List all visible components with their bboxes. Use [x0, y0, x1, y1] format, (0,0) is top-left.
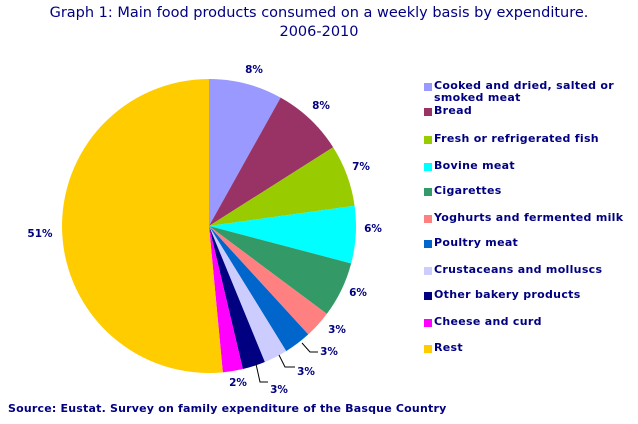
- pie-slice-other-bakery-products: [209, 226, 265, 370]
- pie-slice-rest: [62, 79, 223, 374]
- legend-item: Bread: [424, 105, 638, 117]
- data-label: 6%: [349, 287, 367, 299]
- data-label: 2%: [229, 377, 247, 389]
- legend-swatch: [424, 267, 432, 275]
- legend-item: Bovine meat: [424, 160, 638, 172]
- legend-label: Cigarettes: [434, 184, 502, 197]
- pie-slice-poultry-meat: [209, 226, 309, 352]
- legend-item: Other bakery products: [424, 289, 638, 301]
- legend-label: Cheese and curd: [434, 315, 542, 328]
- legend-swatch: [424, 292, 432, 300]
- legend-item: Rest: [424, 342, 638, 354]
- legend-item: Cigarettes: [424, 185, 638, 197]
- data-label: 3%: [297, 366, 315, 378]
- data-label: 3%: [328, 324, 346, 336]
- legend-swatch: [424, 319, 432, 327]
- legend-label: Yoghurts and fermented milk: [434, 211, 624, 224]
- legend-swatch: [424, 345, 432, 353]
- legend-swatch: [424, 83, 432, 91]
- pie-slice-crustaceans-and-molluscs: [209, 226, 287, 362]
- legend-label: Poultry meat: [434, 236, 519, 249]
- legend-swatch: [424, 163, 432, 171]
- chart-title: Graph 1: Main food products consumed on …: [0, 4, 638, 42]
- data-label: 7%: [352, 161, 370, 173]
- leader-line: [301, 342, 318, 353]
- data-label: 51%: [27, 228, 53, 240]
- pie-slice-cheese-and-curd: [209, 226, 243, 373]
- legend-item: Yoghurts and fermented milk: [424, 212, 638, 224]
- legend-label: Bovine meat: [434, 159, 515, 172]
- legend-item: Crustaceans and molluscs: [424, 264, 638, 276]
- leader-line: [278, 354, 295, 368]
- legend-label: Crustaceans and molluscs: [434, 263, 603, 276]
- pie-slice-fresh-or-refrigerated-fish: [209, 147, 355, 226]
- legend-item: Cooked and dried, salted or smoked meat: [424, 80, 638, 104]
- data-label: 3%: [320, 346, 338, 358]
- chart-title-line2: 2006-2010: [279, 24, 359, 40]
- legend-swatch: [424, 136, 432, 144]
- data-label: 6%: [364, 223, 382, 235]
- legend-swatch: [424, 108, 432, 116]
- legend-label: Cooked and dried, salted or smoked meat: [434, 79, 614, 104]
- legend-swatch: [424, 215, 432, 223]
- chart-title-line1: Graph 1: Main food products consumed on …: [49, 5, 589, 21]
- legend-item: Fresh or refrigerated fish: [424, 133, 638, 145]
- data-label: 8%: [312, 100, 330, 112]
- data-label: 3%: [270, 384, 288, 396]
- pie-slice-cooked-and-dried-salted-or-smoked-meat: [209, 78, 281, 226]
- legend-item: Poultry meat: [424, 237, 638, 249]
- legend-label: Bread: [434, 104, 473, 117]
- legend-label: Rest: [434, 341, 463, 354]
- legend-swatch: [424, 188, 432, 196]
- legend-swatch: [424, 240, 432, 248]
- data-label: 8%: [245, 64, 263, 76]
- leader-line: [255, 363, 268, 383]
- pie-slice-cigarettes: [209, 226, 352, 314]
- legend-label: Fresh or refrigerated fish: [434, 132, 599, 145]
- source-note: Source: Eustat. Survey on family expendi…: [8, 402, 447, 415]
- legend-label: Other bakery products: [434, 288, 581, 301]
- legend-item: Cheese and curd: [424, 316, 638, 328]
- pie-slice-bovine-meat: [209, 205, 357, 264]
- pie-slice-bread: [209, 97, 334, 226]
- pie-slice-yoghurts-and-fermented-milk: [209, 226, 327, 335]
